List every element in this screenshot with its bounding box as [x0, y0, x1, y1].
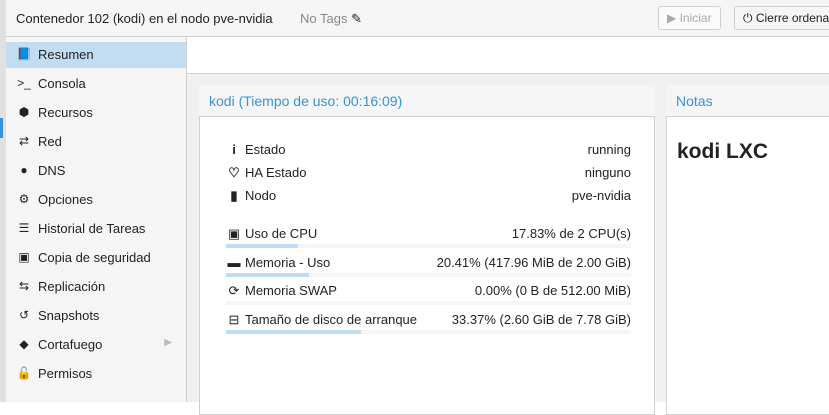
history-icon: ↺	[18, 308, 30, 322]
shield-icon: ◆	[19, 337, 29, 351]
metric-progress-bar	[226, 244, 631, 248]
sidebar-item-consola[interactable]: >_ Consola	[6, 71, 186, 97]
chevron-right-icon: ▶	[164, 337, 172, 348]
status-panel: kodi (Tiempo de uso: 00:16:09) i Estado ru…	[199, 85, 655, 415]
sidebar-item-snapshots[interactable]: ↺ Snapshots	[6, 303, 186, 329]
metric-value: 20.41% (417.96 MiB de 2.00 GiB)	[436, 254, 631, 270]
info-label: Estado	[245, 142, 286, 157]
sidebar-item-red[interactable]: ⇄ Red	[6, 129, 186, 155]
selection-marker	[0, 118, 3, 138]
book-icon: 📘	[16, 47, 32, 61]
metric-row: ⟳ Memoria SWAP 0.00% (0 B de 512.00 MiB)	[226, 283, 631, 299]
status-panel-title: kodi (Tiempo de uso: 00:16:09)	[199, 85, 655, 117]
sidebar-item-label: Permisos	[38, 366, 93, 381]
play-icon: ▶	[667, 11, 677, 25]
metric-label: Tamaño de disco de arranque	[245, 311, 418, 327]
power-icon: ⏻	[743, 11, 753, 25]
info-row: ♡ HA Estado ninguno	[226, 165, 631, 181]
cube-icon: ⬢	[18, 105, 30, 119]
hdd-icon: ⊟	[228, 311, 240, 327]
memory-icon: ▬	[227, 254, 241, 270]
info-label: HA Estado	[245, 165, 307, 180]
sidebar-item-label: Consola	[38, 76, 86, 91]
floppy-icon: ▣	[18, 250, 30, 264]
metric-value: 33.37% (2.60 GiB de 7.78 GiB)	[451, 311, 631, 327]
metric-row: ▣ Uso de CPU 17.83% de 2 CPU(s)	[226, 226, 631, 242]
globe-icon: ●	[20, 163, 28, 177]
info-value: pve-nvidia	[571, 188, 631, 203]
tags-label: No Tags	[300, 11, 348, 26]
terminal-icon: >_	[17, 76, 31, 90]
sidebar-item-label: Copia de seguridad	[38, 250, 151, 265]
unlock-icon: 🔓	[16, 366, 32, 380]
notes-panel: Notas kodi LXC	[666, 85, 829, 415]
left-edge-strip	[0, 0, 6, 402]
metric-progress-bar	[226, 272, 631, 277]
metric-value: 0.00% (0 B de 512.00 MiB)	[474, 283, 631, 298]
metric-progress-bar	[226, 329, 631, 334]
status-panel-body: i Estado running ♡ HA Estado ninguno ▮ Nodo pve-…	[199, 117, 655, 415]
info-row: i Estado running	[226, 142, 631, 157]
progress-fill	[226, 329, 362, 334]
sidebar-item-dns[interactable]: ● DNS	[6, 158, 186, 184]
sidebar-item-permisos[interactable]: 🔓 Permisos	[6, 361, 186, 387]
metric-label: Memoria - Uso	[245, 254, 331, 270]
sidebar-item-recursos[interactable]: ⬢ Recursos	[6, 100, 186, 126]
metric-label: Uso de CPU	[245, 226, 318, 241]
sidebar-item-cortafuego[interactable]: ◆ Cortafuego ▶	[6, 332, 186, 358]
notes-panel-body[interactable]: kodi LXC	[666, 117, 829, 415]
sidebar-item-label: Historial de Tareas	[38, 221, 146, 236]
info-label: Nodo	[245, 188, 277, 203]
sidebar-item-label: Replicación	[38, 279, 106, 294]
progress-fill	[226, 244, 299, 248]
shutdown-button[interactable]: ⏻ Cierre ordena	[734, 6, 829, 30]
cpu-icon: ▣	[227, 226, 241, 241]
sidebar-item-label: Resumen	[38, 47, 94, 62]
info-value: ninguno	[584, 165, 631, 180]
exchange-icon: ⇄	[18, 134, 30, 148]
info-value: running	[587, 142, 631, 157]
sidebar-item-historial-de-tareas[interactable]: ☰ Historial de Tareas	[6, 216, 186, 242]
sidebar-item-replicaci-n[interactable]: ⇆ Replicación	[6, 274, 186, 300]
list-icon: ☰	[18, 221, 30, 235]
sidebar-item-label: Recursos	[38, 105, 93, 120]
progress-fill	[226, 272, 309, 277]
gear-icon: ⚙	[18, 192, 30, 206]
start-button[interactable]: ▶ Iniciar	[658, 6, 721, 30]
pencil-icon: ✎	[347, 11, 362, 26]
metric-progress-bar	[226, 301, 631, 305]
sidebar-item-opciones[interactable]: ⚙ Opciones	[6, 187, 186, 213]
sidebar-item-label: DNS	[38, 163, 66, 178]
building-icon: ▮	[230, 188, 238, 203]
heartbeat-icon: ♡	[228, 165, 240, 180]
metric-row: ⊟ Tamaño de disco de arranque 33.37% (2.60…	[226, 312, 631, 328]
retweet-icon: ⇆	[18, 279, 30, 293]
main-content: kodi (Tiempo de uso: 00:16:09) i Estado ru…	[187, 74, 829, 415]
notes-content: kodi LXC	[677, 140, 769, 163]
sidebar-item-copia-de-seguridad[interactable]: ▣ Copia de seguridad	[6, 245, 186, 271]
toolbar-area	[187, 37, 829, 74]
refresh-icon: ⟳	[228, 283, 240, 298]
header-bar: Contenedor 102 (kodi) en el nodo pve-nvi…	[6, 0, 829, 37]
metric-value: 17.83% de 2 CPU(s)	[511, 226, 631, 241]
sidebar-item-label: Snapshots	[38, 308, 100, 323]
info-row: ▮ Nodo pve-nvidia	[226, 188, 631, 204]
sidebar-item-label: Red	[38, 134, 62, 149]
sidebar: 📘 Resumen >_ Consola ⬢ Recursos ⇄ Red ● DNS ⚙ Opcio…	[6, 37, 187, 402]
metric-row: ▬ Memoria - Uso 20.41% (417.96 MiB de 2.00…	[226, 254, 632, 270]
page-title: Contenedor 102 (kodi) en el nodo pve-nvi…	[16, 11, 273, 26]
info-icon: i	[232, 142, 236, 157]
notes-panel-title: Notas	[666, 85, 829, 117]
sidebar-item-label: Cortafuego	[38, 337, 103, 352]
sidebar-item-resumen[interactable]: 📘 Resumen	[6, 42, 186, 68]
metric-label: Memoria SWAP	[245, 283, 337, 298]
tags-edit[interactable]: No Tags ✎	[300, 11, 362, 27]
sidebar-item-label: Opciones	[38, 192, 93, 207]
